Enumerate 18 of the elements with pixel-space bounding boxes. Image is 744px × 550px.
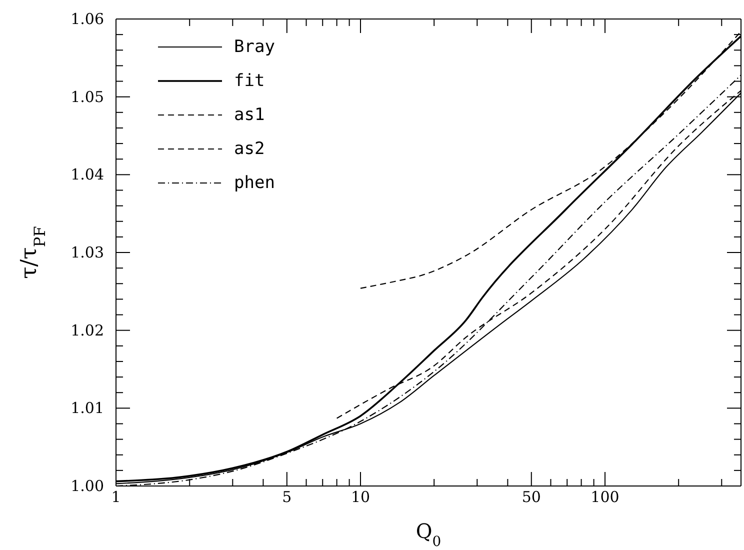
legend-label: phen [234,173,275,193]
y-tick-label: 1.00 [70,477,104,495]
y-tick-label: 1.03 [70,244,104,262]
legend-label: as2 [234,139,265,159]
legend-label: as1 [234,105,265,125]
x-tick-label: 1 [111,488,121,506]
y-tick-label: 1.04 [70,166,104,184]
y-tick-label: 1.02 [70,321,104,340]
y-tick-label: 1.06 [70,10,104,28]
x-tick-label: 10 [350,488,370,506]
x-axis-title: Q$_{0}$ [416,519,442,550]
legend-label: Bray [234,37,275,57]
x-tick-label: 100 [590,488,620,506]
y-tick-label: 1.01 [70,399,104,418]
y-tick-label: 1.05 [70,88,104,106]
legend-label: fit [234,71,265,91]
x-tick-label: 5 [282,488,292,506]
x-tick-label: 50 [522,488,541,506]
